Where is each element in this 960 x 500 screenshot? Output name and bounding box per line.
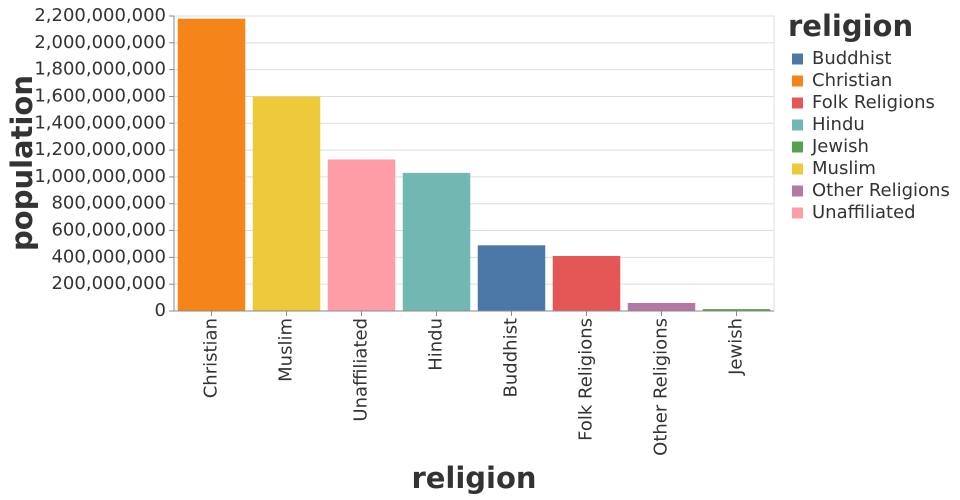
- legend-swatch: [792, 207, 803, 219]
- bar: [552, 256, 621, 311]
- legend-label: Other Religions: [812, 180, 950, 201]
- y-tick-label: 400,000,000: [51, 246, 166, 267]
- x-tick-label: Buddhist: [501, 318, 522, 397]
- x-axis-title: religion: [411, 461, 536, 495]
- legend-swatch: [792, 75, 803, 87]
- legend-label: Hindu: [812, 114, 865, 135]
- legend-label: Christian: [812, 70, 892, 91]
- y-tick-label: 2,200,000,000: [34, 5, 166, 26]
- legend-swatch: [792, 53, 803, 65]
- bar: [477, 245, 546, 311]
- x-tick-label: Other Religions: [651, 318, 672, 456]
- legend-label: Buddhist: [812, 48, 891, 69]
- x-tick-label: Unaffiliated: [351, 318, 372, 422]
- x-tick-label: Christian: [201, 318, 222, 398]
- x-tick-label: Folk Religions: [576, 318, 597, 441]
- legend-swatch: [792, 97, 803, 109]
- bar: [402, 172, 471, 311]
- y-axis-title: population: [5, 75, 39, 251]
- y-tick-label: 1,800,000,000: [34, 59, 166, 80]
- y-tick-label: 0: [155, 300, 166, 321]
- y-tick-label: 1,600,000,000: [34, 85, 166, 106]
- legend-swatch: [792, 185, 803, 197]
- y-tick-label: 800,000,000: [51, 193, 166, 214]
- bar: [327, 159, 396, 311]
- y-tick-label: 1,400,000,000: [34, 112, 166, 133]
- x-tick-label: Jewish: [726, 318, 747, 376]
- legend-label: Unaffiliated: [812, 202, 916, 223]
- bar: [627, 302, 696, 311]
- y-tick-label: 1,200,000,000: [34, 139, 166, 160]
- x-tick-label: Hindu: [426, 318, 447, 371]
- legend-label: Muslim: [812, 158, 876, 179]
- y-tick-label: 600,000,000: [51, 220, 166, 241]
- legend-label: Jewish: [811, 136, 869, 157]
- legend-title: religion: [788, 9, 913, 43]
- legend-label: Folk Religions: [812, 92, 935, 113]
- legend-swatch: [792, 163, 803, 175]
- legend-swatch: [792, 141, 803, 153]
- y-tick-label: 1,000,000,000: [34, 166, 166, 187]
- bar: [177, 18, 246, 311]
- y-tick-label: 2,000,000,000: [34, 32, 166, 53]
- bar: [252, 96, 321, 311]
- legend-swatch: [792, 119, 803, 131]
- bar: [702, 309, 771, 311]
- x-tick-label: Muslim: [276, 318, 297, 382]
- y-tick-label: 200,000,000: [51, 273, 166, 294]
